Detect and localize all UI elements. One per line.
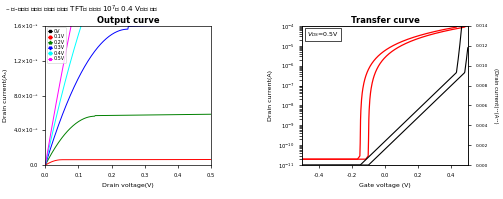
Title: Transfer curve: Transfer curve xyxy=(351,16,420,25)
Y-axis label: (Drain current)¹²(A¹²): (Drain current)¹²(A¹²) xyxy=(492,68,497,123)
Y-axis label: Drain current(A): Drain current(A) xyxy=(268,70,273,121)
Title: Output curve: Output curve xyxy=(97,16,159,25)
Y-axis label: Drain current(Aₛ): Drain current(Aₛ) xyxy=(3,69,8,122)
X-axis label: Gate voltage (V): Gate voltage (V) xyxy=(359,183,411,188)
X-axis label: Drain voltage(V): Drain voltage(V) xyxy=(102,183,154,188)
Text: – 졸-겔법을 이용한 산화물 반도체 TFT의 점멸비 10$^7$을 0.4 V에서 구현: – 졸-겔법을 이용한 산화물 반도체 TFT의 점멸비 10$^7$을 0.4… xyxy=(5,4,158,15)
Legend: 0V, 0.1V, 0.2V, 0.3V, 0.4V, 0.5V: 0V, 0.1V, 0.2V, 0.3V, 0.4V, 0.5V xyxy=(47,27,66,63)
Text: $V_{DS}$=0.5V: $V_{DS}$=0.5V xyxy=(307,30,339,39)
